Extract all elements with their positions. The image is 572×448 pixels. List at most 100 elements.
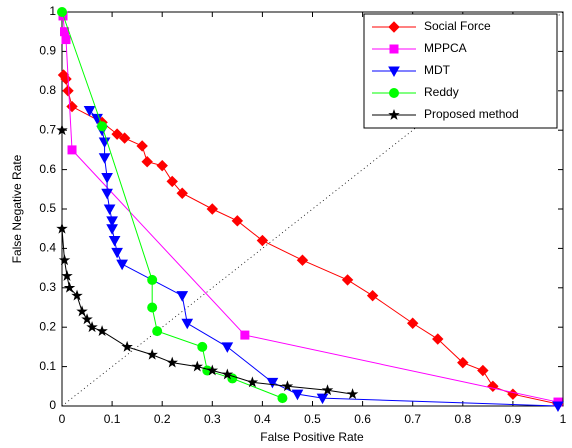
marker xyxy=(101,172,113,184)
marker xyxy=(321,384,334,396)
legend-label: Social Force xyxy=(424,19,491,33)
legend-label: Reddy xyxy=(424,85,459,99)
marker xyxy=(166,175,178,188)
marker xyxy=(388,21,400,33)
marker xyxy=(71,289,83,301)
marker xyxy=(432,333,444,345)
marker xyxy=(81,313,93,325)
y-tick-label: 0.6 xyxy=(39,162,56,176)
marker xyxy=(141,156,153,168)
marker xyxy=(389,44,399,54)
marker xyxy=(296,254,309,266)
marker xyxy=(240,330,250,340)
marker xyxy=(108,236,121,247)
marker xyxy=(206,364,219,376)
marker xyxy=(60,27,70,37)
marker xyxy=(101,188,113,200)
marker xyxy=(66,100,78,113)
marker xyxy=(477,364,489,377)
marker xyxy=(366,289,379,302)
marker xyxy=(277,393,288,404)
marker xyxy=(457,356,469,369)
marker xyxy=(346,388,359,400)
series xyxy=(83,106,564,413)
x-tick-label: 0.9 xyxy=(505,412,522,426)
marker xyxy=(96,325,108,337)
y-tick-label: 0.9 xyxy=(39,44,56,58)
x-tick-label: 0.2 xyxy=(154,412,171,426)
marker xyxy=(221,342,234,353)
marker xyxy=(181,318,194,330)
marker xyxy=(111,247,123,259)
x-tick-label: 0 xyxy=(59,412,66,426)
marker xyxy=(106,216,118,227)
marker xyxy=(103,204,116,216)
legend-label: Proposed method xyxy=(424,107,519,121)
marker xyxy=(266,377,279,389)
marker xyxy=(206,203,219,215)
marker xyxy=(76,305,88,317)
marker xyxy=(116,259,128,271)
marker xyxy=(406,317,419,329)
marker xyxy=(97,121,108,132)
marker xyxy=(388,66,400,78)
marker xyxy=(121,340,133,352)
x-tick-label: 0.1 xyxy=(104,412,121,426)
marker xyxy=(118,132,131,144)
marker xyxy=(256,234,269,247)
x-tick-label: 0.3 xyxy=(204,412,221,426)
marker xyxy=(146,348,158,360)
marker xyxy=(111,128,123,140)
marker xyxy=(227,373,238,384)
marker xyxy=(191,360,203,372)
marker xyxy=(136,140,148,152)
marker xyxy=(56,124,68,136)
marker xyxy=(98,153,111,164)
x-tick-label: 0.5 xyxy=(304,412,321,426)
marker xyxy=(86,321,98,333)
marker xyxy=(176,291,189,302)
marker xyxy=(62,85,74,97)
series-line xyxy=(61,11,283,399)
x-tick-label: 0.7 xyxy=(404,412,421,426)
marker xyxy=(56,222,68,234)
marker xyxy=(63,281,76,293)
marker xyxy=(176,187,188,199)
y-tick-label: 0.1 xyxy=(39,359,56,373)
marker xyxy=(106,224,118,235)
y-tick-label: 0.7 xyxy=(39,122,56,136)
x-axis-label: False Positive Rate xyxy=(260,430,364,444)
marker xyxy=(552,401,564,413)
marker xyxy=(166,356,178,368)
marker xyxy=(156,159,168,172)
marker xyxy=(281,380,294,392)
y-tick-label: 0.2 xyxy=(39,319,56,333)
marker xyxy=(57,7,67,17)
marker xyxy=(389,88,399,98)
legend: Social Force MPPCA MDT Reddy Proposed method xyxy=(363,13,558,129)
marker xyxy=(291,389,304,401)
marker xyxy=(507,388,519,400)
marker xyxy=(388,108,400,120)
y-tick-label: 1 xyxy=(49,4,56,18)
marker xyxy=(147,274,158,285)
y-tick-label: 0.3 xyxy=(39,280,56,294)
marker xyxy=(152,326,163,337)
series xyxy=(57,7,288,404)
x-tick-label: 1 xyxy=(560,412,567,426)
y-axis-label: False Negative Rate xyxy=(10,154,24,263)
marker xyxy=(341,274,354,286)
marker xyxy=(83,106,96,117)
y-tick-label: 0.4 xyxy=(39,241,56,255)
y-tick-label: 0.5 xyxy=(39,201,56,215)
marker xyxy=(487,380,499,393)
x-tick-label: 0.8 xyxy=(454,412,471,426)
marker xyxy=(231,215,244,227)
series xyxy=(56,124,359,400)
marker xyxy=(67,145,77,155)
marker xyxy=(61,35,71,45)
marker xyxy=(221,368,234,380)
series-line xyxy=(89,110,559,407)
marker xyxy=(246,376,259,388)
